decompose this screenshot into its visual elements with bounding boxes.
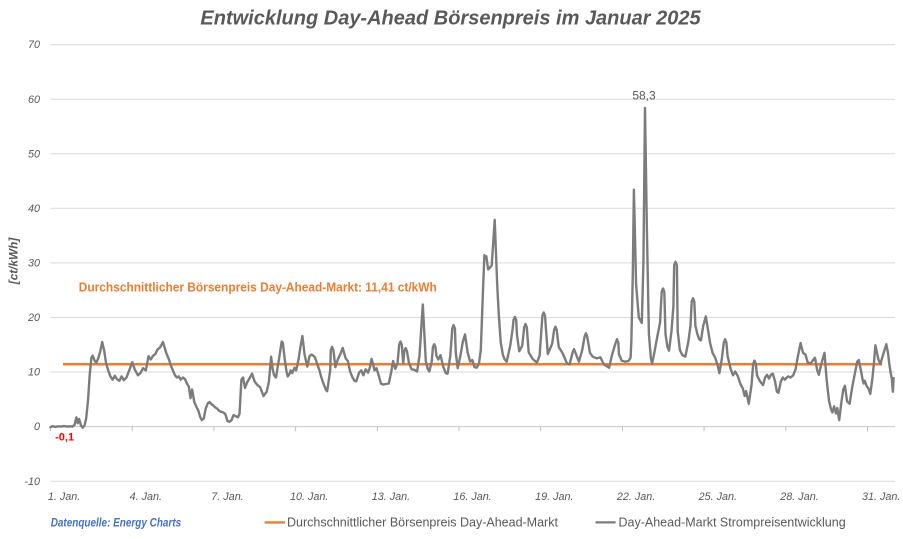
svg-text:10. Jan.: 10. Jan. [290,491,328,503]
svg-text:0: 0 [34,421,40,433]
svg-text:4. Jan.: 4. Jan. [130,491,162,503]
svg-text:70: 70 [28,39,40,51]
svg-text:19. Jan.: 19. Jan. [535,491,573,503]
svg-text:13. Jan.: 13. Jan. [372,491,410,503]
svg-text:25. Jan.: 25. Jan. [698,491,737,503]
svg-text:7. Jan.: 7. Jan. [211,491,243,503]
svg-text:31. Jan.: 31. Jan. [862,491,900,503]
svg-text:10: 10 [28,367,40,379]
svg-text:[ct/kWh]: [ct/kWh] [8,237,20,286]
svg-text:28. Jan.: 28. Jan. [779,491,818,503]
svg-text:Day-Ahead-Markt Strompreisentw: Day-Ahead-Markt Strompreisentwicklung [619,516,846,530]
svg-text:Durchschnittlicher Börsenpreis: Durchschnittlicher Börsenpreis Day-Ahead… [79,281,437,295]
svg-text:-10: -10 [24,476,40,488]
svg-text:22. Jan.: 22. Jan. [616,491,655,503]
svg-text:Durchschnittlicher Börsenpreis: Durchschnittlicher Börsenpreis Day-Ahead… [287,516,558,530]
svg-text:60: 60 [28,94,40,106]
svg-text:58,3: 58,3 [632,89,656,103]
svg-text:30: 30 [28,258,40,270]
svg-text:-0,1: -0,1 [55,432,74,444]
svg-text:50: 50 [28,148,40,160]
svg-text:20: 20 [27,312,40,324]
svg-text:Entwicklung Day-Ahead Börsenpr: Entwicklung Day-Ahead Börsenpreis im Jan… [200,8,701,30]
svg-text:16. Jan.: 16. Jan. [453,491,491,503]
svg-text:40: 40 [28,203,40,215]
svg-text:1. Jan.: 1. Jan. [48,491,80,503]
svg-text:Datenquelle: Energy Charts: Datenquelle: Energy Charts [51,517,182,529]
